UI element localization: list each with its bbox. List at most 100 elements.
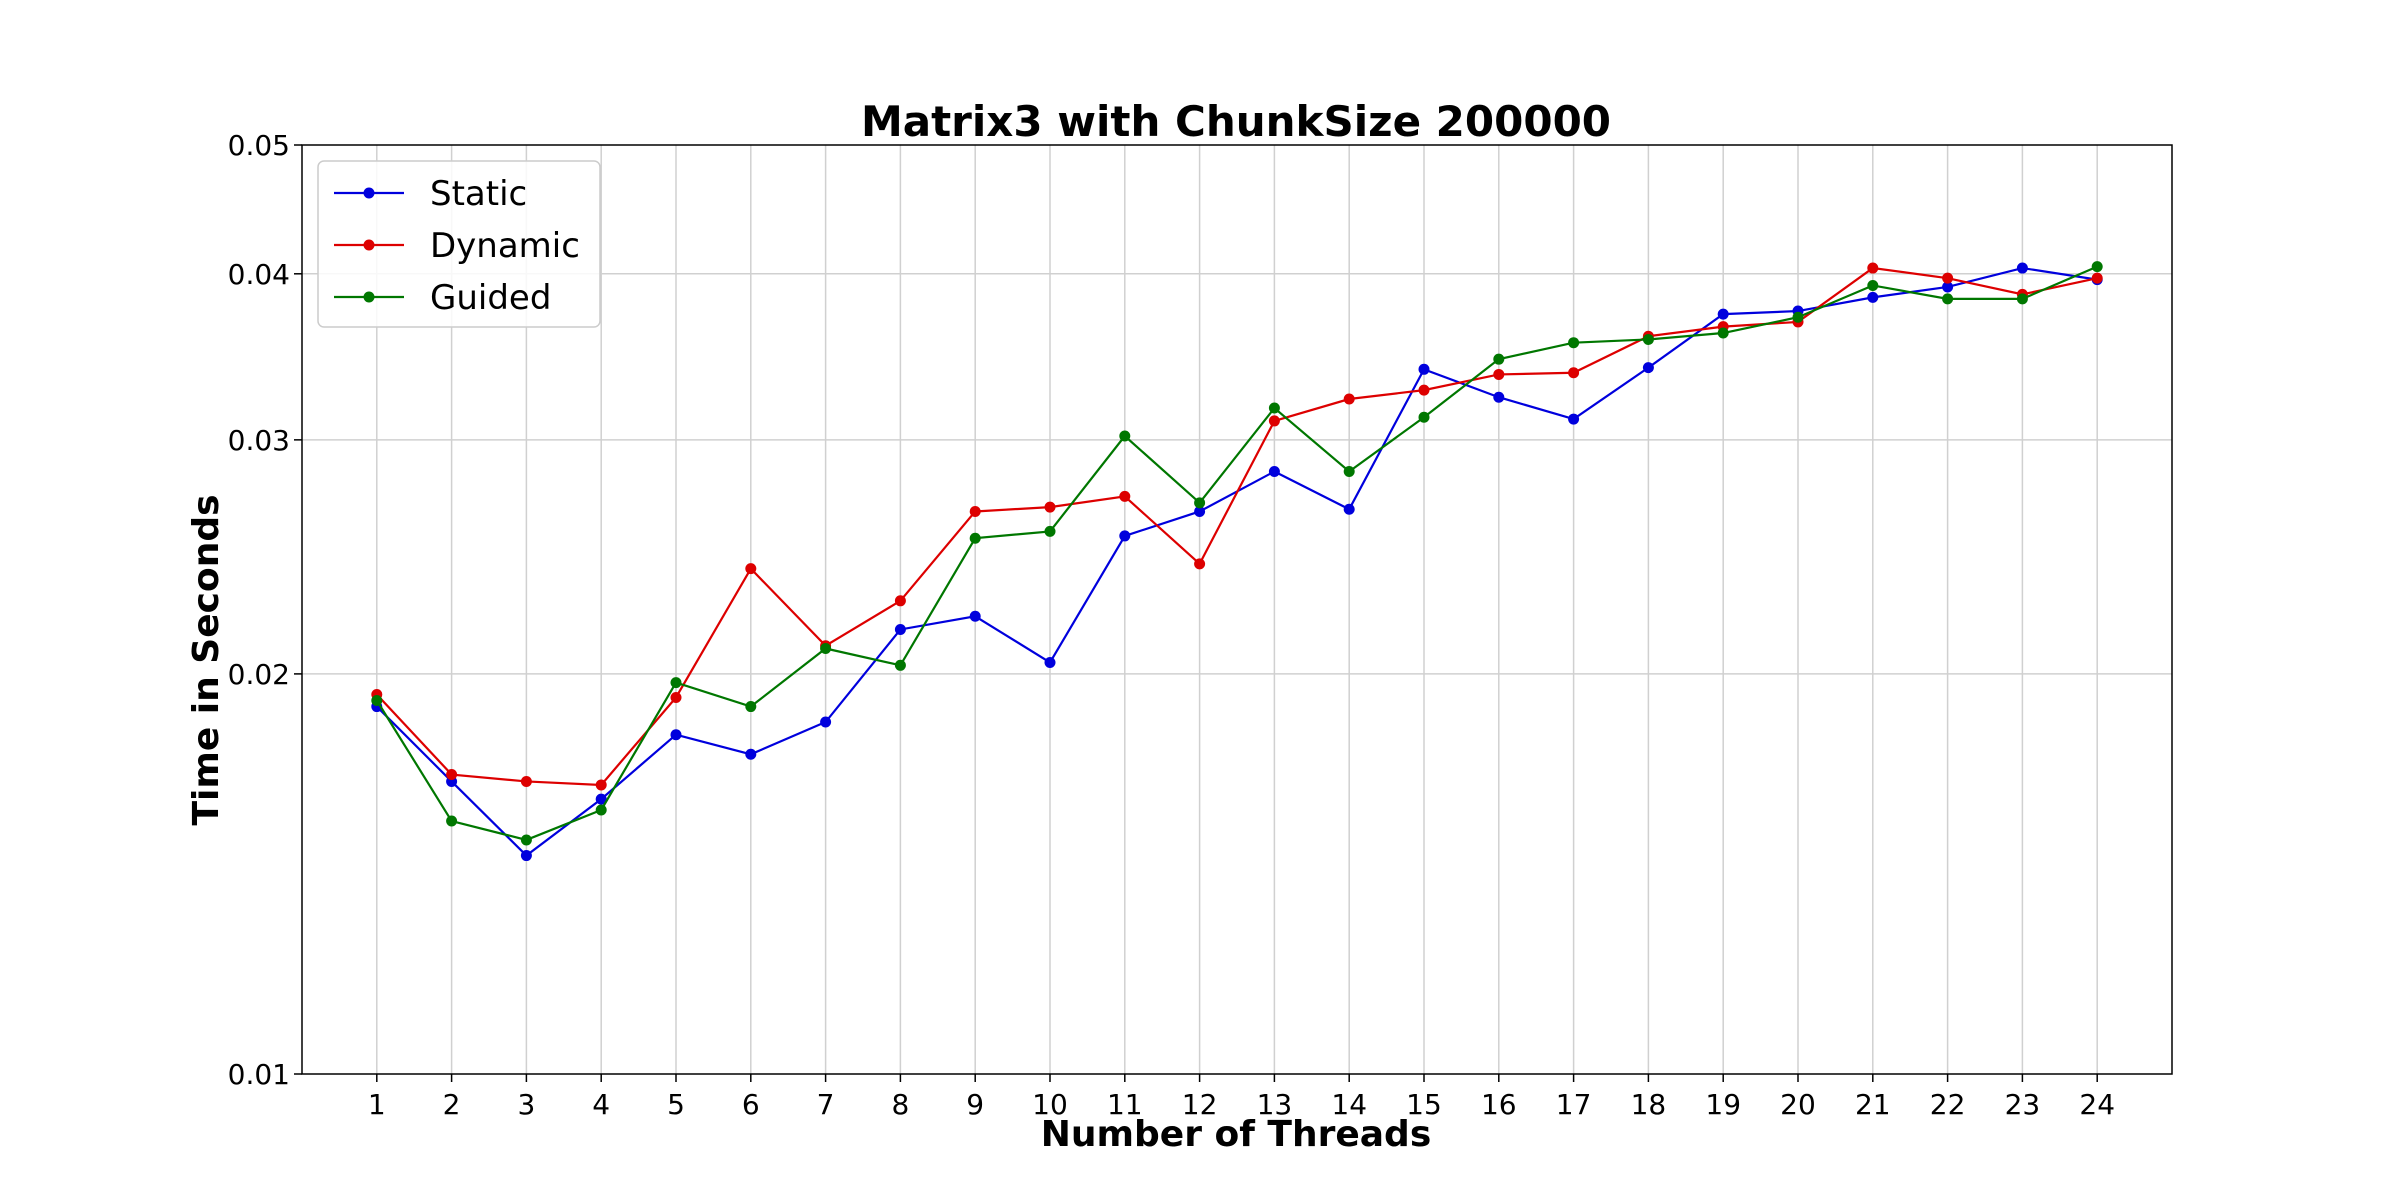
plot-frame	[301, 144, 2173, 1075]
data-point-guided	[820, 642, 832, 654]
x-tick-label: 9	[966, 1088, 984, 1121]
series-line-dynamic	[375, 266, 2098, 787]
data-point-guided	[1493, 353, 1505, 365]
series-static	[371, 262, 2103, 862]
data-point-guided	[2091, 261, 2103, 273]
data-point-static	[1044, 656, 1056, 668]
y-tick-label: 0.03	[228, 424, 290, 457]
data-point-static	[2016, 262, 2028, 274]
x-tick-label: 11	[1107, 1088, 1143, 1121]
data-point-static	[1493, 391, 1505, 403]
x-axis-label: Number of Threads	[1041, 1114, 1432, 1155]
data-point-guided	[745, 701, 757, 713]
x-tick-label: 6	[742, 1088, 760, 1121]
data-point-dynamic	[1493, 368, 1505, 380]
legend-label: Dynamic	[430, 226, 580, 266]
data-point-static	[1119, 530, 1131, 542]
data-point-dynamic	[1418, 384, 1430, 396]
data-point-guided	[969, 532, 981, 544]
data-point-guided	[1568, 337, 1580, 349]
data-point-dynamic	[1343, 393, 1355, 405]
x-tick-label: 19	[1705, 1088, 1741, 1121]
series-line-static	[376, 266, 2098, 858]
data-point-guided	[670, 677, 682, 689]
legend-label: Static	[430, 174, 527, 214]
data-point-dynamic	[1194, 558, 1206, 570]
data-point-static	[520, 850, 532, 862]
data-point-guided	[1343, 465, 1355, 477]
data-point-guided	[894, 659, 906, 671]
data-point-guided	[1268, 402, 1280, 414]
legend-item-guided: Guided	[334, 278, 551, 318]
data-point-dynamic	[1268, 415, 1280, 427]
data-point-dynamic	[894, 595, 906, 607]
data-point-static	[820, 716, 832, 728]
data-point-static	[1717, 308, 1729, 320]
data-point-static	[1268, 465, 1280, 477]
data-point-static	[745, 748, 757, 760]
x-tick-label: 8	[891, 1088, 909, 1121]
x-tick-label: 14	[1331, 1088, 1367, 1121]
data-point-dynamic	[1942, 272, 1954, 284]
data-point-guided	[1942, 293, 1954, 305]
legend: Static Dynamic Guided	[317, 160, 601, 328]
x-tick-label: 10	[1032, 1088, 1068, 1121]
data-point-guided	[446, 815, 458, 827]
data-point-static	[1867, 291, 1879, 303]
data-point-static	[894, 623, 906, 635]
y-tick-label: 0.01	[228, 1058, 290, 1091]
x-tick-label: 12	[1182, 1088, 1218, 1121]
y-tick-label: 0.04	[228, 258, 290, 291]
x-tick-label: 23	[2005, 1088, 2041, 1121]
x-tick-label: 20	[1780, 1088, 1816, 1121]
data-point-static	[1568, 413, 1580, 425]
y-tick-labels: 0.01 0.02 0.03 0.04 0.05	[228, 129, 302, 1091]
data-point-dynamic	[520, 775, 532, 787]
series-layer	[371, 261, 2103, 862]
data-point-dynamic	[1568, 367, 1580, 379]
legend-item-dynamic: Dynamic	[334, 226, 580, 266]
y-tick-label: 0.02	[228, 658, 290, 691]
legend-marker	[363, 239, 375, 251]
x-tick-label: 15	[1406, 1088, 1442, 1121]
x-tick-label: 5	[667, 1088, 685, 1121]
data-point-static	[1194, 505, 1206, 517]
legend-item-static: Static	[334, 174, 527, 214]
legend-marker	[363, 187, 375, 199]
legend-label: Guided	[430, 278, 551, 318]
x-tick-label: 3	[517, 1088, 535, 1121]
x-tick-label: 13	[1257, 1088, 1293, 1121]
data-point-guided	[1867, 279, 1879, 291]
data-point-dynamic	[2091, 272, 2103, 284]
x-tick-label: 16	[1481, 1088, 1517, 1121]
data-point-guided	[595, 804, 607, 816]
data-point-guided	[1642, 333, 1654, 345]
data-point-guided	[1418, 411, 1430, 423]
series-guided	[371, 261, 2103, 846]
data-point-static	[1343, 503, 1355, 515]
data-point-static	[1942, 281, 1954, 293]
data-point-dynamic	[969, 505, 981, 517]
data-point-guided	[1194, 497, 1206, 509]
data-point-guided	[520, 834, 532, 846]
data-point-dynamic	[1044, 501, 1056, 513]
data-point-dynamic	[670, 691, 682, 703]
data-point-guided	[1044, 525, 1056, 537]
data-point-dynamic	[595, 779, 607, 791]
x-tick-label: 1	[368, 1088, 386, 1121]
data-point-static	[595, 793, 607, 805]
series-line-guided	[375, 265, 2098, 842]
data-point-guided	[1717, 327, 1729, 339]
data-point-guided	[1119, 430, 1131, 442]
data-point-static	[1418, 363, 1430, 375]
legend-box	[317, 160, 601, 328]
x-tick-labels: 1 2 3 4 5 6 7 8 9 10 11 12 13 14 15 16 17 18 19 20 21 22 23 24	[368, 1074, 2115, 1121]
data-point-guided	[2016, 293, 2028, 305]
y-axis-label: Time in Seconds	[186, 494, 227, 825]
series-dynamic	[371, 262, 2103, 791]
data-point-guided	[371, 694, 383, 706]
data-point-static	[1642, 362, 1654, 374]
x-tick-label: 4	[592, 1088, 610, 1121]
y-tick-label: 0.05	[228, 129, 290, 162]
